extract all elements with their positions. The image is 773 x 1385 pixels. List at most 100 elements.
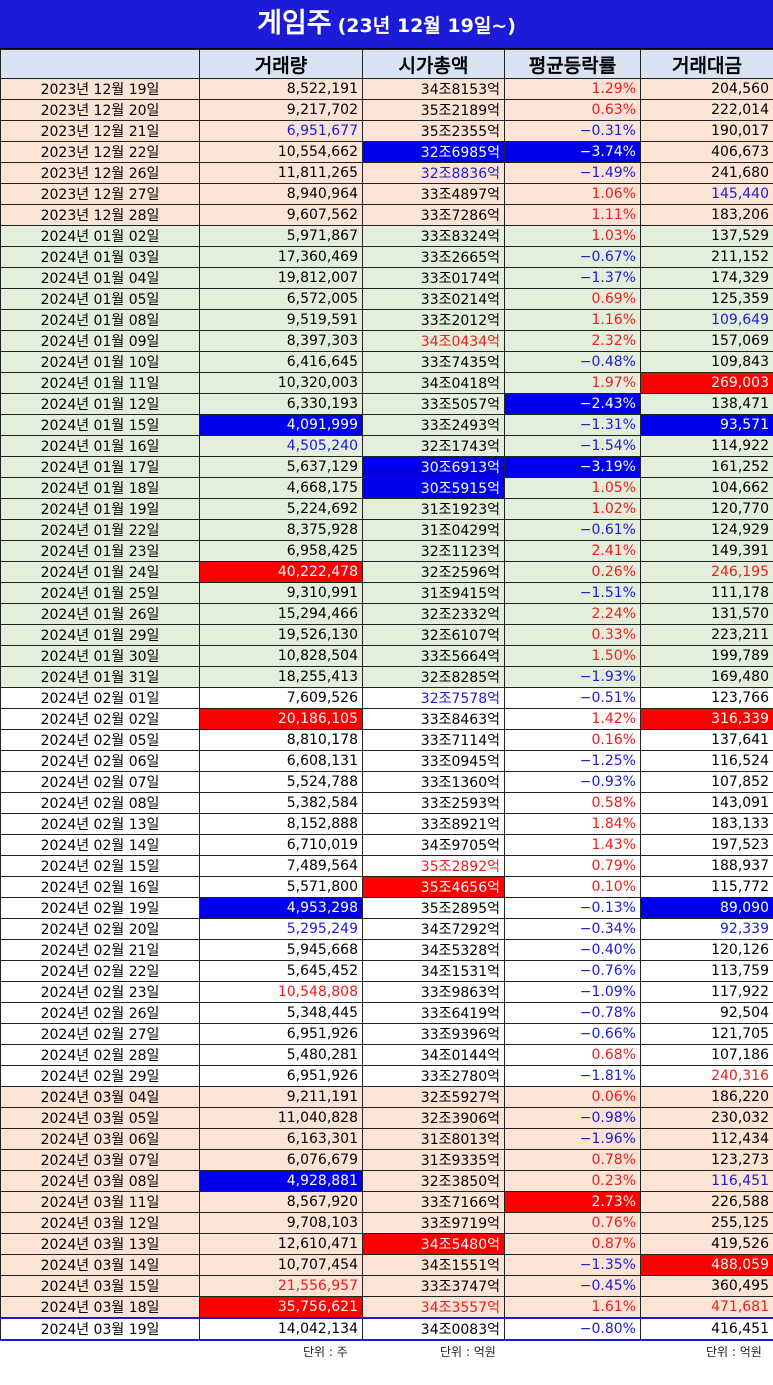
table-row: 2024년 02월 08일 5,382,584 33조2593억 0.58% 143,0… — [0, 792, 773, 814]
date-cell: 2024년 03월 15일 — [0, 1275, 200, 1297]
trade-amount-cell: 138,471 — [640, 393, 773, 415]
trade-amount-cell: 124,929 — [640, 519, 773, 541]
avg-change-cell: −1.35% — [504, 1254, 641, 1276]
volume-cell: 5,945,668 — [199, 939, 363, 961]
date-cell: 2024년 02월 13일 — [0, 813, 200, 835]
avg-change-cell: 1.84% — [504, 813, 641, 835]
market-cap-cell: 33조7114억 — [362, 729, 505, 751]
date-cell: 2024년 02월 14일 — [0, 834, 200, 856]
date-cell: 2024년 01월 19일 — [0, 498, 200, 520]
market-cap-cell: 32조6107억 — [362, 624, 505, 646]
table-row: 2024년 01월 24일 40,222,478 32조2596억 0.26% 246,… — [0, 561, 773, 583]
avg-change-cell: 1.29% — [504, 78, 641, 100]
volume-cell: 6,572,005 — [199, 288, 363, 310]
volume-cell: 9,217,702 — [199, 99, 363, 121]
table-row: 2023년 12월 19일 8,522,191 34조8153억 1.29% 204,5… — [0, 78, 773, 100]
market-cap-cell: 35조4656억 — [362, 876, 505, 898]
trade-amount-cell: 255,125 — [640, 1212, 773, 1234]
volume-cell: 8,397,303 — [199, 330, 363, 352]
market-cap-cell: 33조2593억 — [362, 792, 505, 814]
date-cell: 2024년 01월 03일 — [0, 246, 200, 268]
market-cap-cell: 34조1531억 — [362, 960, 505, 982]
market-cap-cell: 32조5927억 — [362, 1086, 505, 1108]
table-row: 2024년 02월 23일 10,548,808 33조9863억 −1.09% 117… — [0, 981, 773, 1003]
trade-amount-cell: 230,032 — [640, 1107, 773, 1129]
avg-change-cell: 0.63% — [504, 99, 641, 121]
trade-amount-cell: 204,560 — [640, 78, 773, 100]
volume-cell: 11,811,265 — [199, 162, 363, 184]
avg-change-cell: −0.31% — [504, 120, 641, 142]
table-row: 2024년 02월 21일 5,945,668 34조5328억 −0.40% 120,… — [0, 939, 773, 961]
date-cell: 2023년 12월 27일 — [0, 183, 200, 205]
trade-amount-cell: 161,252 — [640, 456, 773, 478]
table-row: 2023년 12월 28일 9,607,562 33조7286억 1.11% 183,2… — [0, 204, 773, 226]
volume-cell: 10,548,808 — [199, 981, 363, 1003]
trade-amount-cell: 92,339 — [640, 918, 773, 940]
avg-change-cell: −0.51% — [504, 687, 641, 709]
volume-cell: 5,524,788 — [199, 771, 363, 793]
table-row: 2024년 01월 03일 17,360,469 33조2665억 −0.67% 211… — [0, 246, 773, 268]
volume-cell: 19,812,007 — [199, 267, 363, 289]
volume-cell: 5,571,800 — [199, 876, 363, 898]
date-cell: 2023년 12월 20일 — [0, 99, 200, 121]
avg-change-cell: −2.43% — [504, 393, 641, 415]
volume-cell: 6,608,131 — [199, 750, 363, 772]
market-cap-cell: 34조8153억 — [362, 78, 505, 100]
trade-amount-cell: 137,641 — [640, 729, 773, 751]
volume-cell: 8,375,928 — [199, 519, 363, 541]
volume-cell: 11,040,828 — [199, 1107, 363, 1129]
market-cap-cell: 33조2012억 — [362, 309, 505, 331]
date-cell: 2024년 02월 08일 — [0, 792, 200, 814]
avg-change-cell: −0.98% — [504, 1107, 641, 1129]
page-subtitle: (23년 12월 19일~) — [337, 15, 516, 37]
table-row: 2024년 02월 29일 6,951,926 33조2780억 −1.81% 240,… — [0, 1065, 773, 1087]
volume-cell: 6,330,193 — [199, 393, 363, 415]
market-cap-cell: 33조0214억 — [362, 288, 505, 310]
avg-change-cell: 0.87% — [504, 1233, 641, 1255]
date-cell: 2023년 12월 19일 — [0, 78, 200, 100]
date-cell: 2024년 03월 14일 — [0, 1254, 200, 1276]
avg-change-cell: 0.58% — [504, 792, 641, 814]
table-row: 2024년 03월 13일 12,610,471 34조5480억 0.87% 419,… — [0, 1233, 773, 1255]
volume-cell: 14,042,134 — [199, 1317, 363, 1341]
table-row: 2024년 02월 28일 5,480,281 34조0144억 0.68% 107,1… — [0, 1044, 773, 1066]
volume-cell: 15,294,466 — [199, 603, 363, 625]
trade-amount-cell: 109,843 — [640, 351, 773, 373]
volume-cell: 6,163,301 — [199, 1128, 363, 1150]
avg-change-cell: −0.48% — [504, 351, 641, 373]
date-cell: 2024년 03월 06일 — [0, 1128, 200, 1150]
table-row: 2024년 01월 16일 4,505,240 32조1743억 −1.54% 114,… — [0, 435, 773, 457]
table-row: 2023년 12월 20일 9,217,702 35조2189억 0.63% 222,0… — [0, 99, 773, 121]
trade-amount-cell: 157,069 — [640, 330, 773, 352]
volume-cell: 8,522,191 — [199, 78, 363, 100]
date-cell: 2024년 03월 18일 — [0, 1296, 200, 1319]
volume-cell: 6,951,926 — [199, 1023, 363, 1045]
table-row: 2024년 02월 01일 7,609,526 32조7578억 −0.51% 123,… — [0, 687, 773, 709]
avg-change-cell: 1.02% — [504, 498, 641, 520]
avg-change-cell: 0.68% — [504, 1044, 641, 1066]
avg-change-cell: 1.16% — [504, 309, 641, 331]
title-bar: 게임주 (23년 12월 19일~) — [0, 0, 773, 49]
trade-amount-cell: 190,017 — [640, 120, 773, 142]
market-cap-cell: 33조9396억 — [362, 1023, 505, 1045]
volume-cell: 5,480,281 — [199, 1044, 363, 1066]
cap-unit-note: 단위 : 억원 — [440, 1345, 496, 1359]
avg-change-cell: 1.03% — [504, 225, 641, 247]
volume-cell: 4,505,240 — [199, 435, 363, 457]
trade-amount-cell: 226,588 — [640, 1191, 773, 1213]
market-cap-cell: 35조2189억 — [362, 99, 505, 121]
avg-change-cell: −0.34% — [504, 918, 641, 940]
avg-change-cell: 0.16% — [504, 729, 641, 751]
header-row: 거래량 시가총액 평균등락률 거래대금 — [0, 49, 773, 79]
market-cap-cell: 33조3747억 — [362, 1275, 505, 1297]
date-cell: 2024년 02월 26일 — [0, 1002, 200, 1024]
trade-amount-cell: 120,770 — [640, 498, 773, 520]
table-row: 2024년 03월 05일 11,040,828 32조3906억 −0.98% 230… — [0, 1107, 773, 1129]
avg-change-cell: −1.54% — [504, 435, 641, 457]
volume-cell: 4,091,999 — [199, 414, 363, 436]
volume-cell: 6,710,019 — [199, 834, 363, 856]
table-row: 2024년 01월 11일 10,320,003 34조0418억 1.97% 269,… — [0, 372, 773, 394]
trade-amount-cell: 143,091 — [640, 792, 773, 814]
avg-change-cell: 1.05% — [504, 477, 641, 499]
trade-amount-cell: 406,673 — [640, 141, 773, 163]
